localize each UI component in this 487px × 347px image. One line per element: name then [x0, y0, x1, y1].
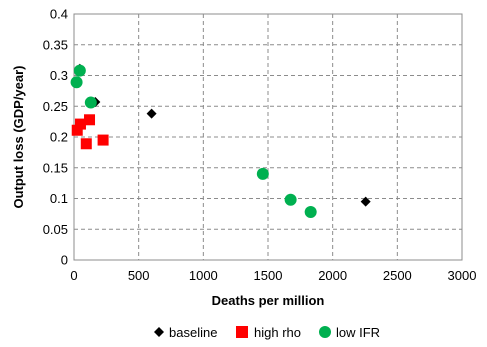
y-tick-label: 0.05 [43, 222, 68, 237]
point-high-rho [74, 118, 86, 130]
point-high-rho [71, 124, 83, 136]
point-baseline [360, 196, 371, 207]
point-baseline [146, 108, 157, 119]
legend-label-baseline: baseline [169, 325, 217, 340]
legend: baseline high rho low IFR [154, 325, 380, 340]
y-tick-label: 0.25 [43, 99, 68, 114]
y-tick-label: 0.1 [50, 191, 68, 206]
x-tick-label: 2000 [318, 268, 347, 283]
y-tick-label: 0.35 [43, 37, 68, 52]
legend-marker-high-rho [236, 326, 248, 338]
legend-marker-baseline [154, 327, 164, 337]
point-low-ifr [256, 167, 269, 180]
point-high-rho [84, 114, 96, 126]
legend-item-baseline: baseline [154, 325, 217, 340]
point-low-ifr [304, 206, 317, 219]
legend-item-low-ifr: low IFR [319, 325, 380, 340]
legend-marker-low-ifr [319, 326, 331, 338]
data-points [70, 63, 371, 219]
point-low-ifr [70, 76, 83, 89]
point-high-rho [97, 134, 109, 146]
x-tick-label: 2500 [383, 268, 412, 283]
point-high-rho [80, 138, 92, 150]
y-axis-label: Output loss (GDP/year) [11, 65, 26, 208]
x-axis-label: Deaths per million [212, 293, 325, 308]
point-low-ifr [84, 96, 97, 109]
legend-label-high-rho: high rho [254, 325, 301, 340]
y-tick-label: 0.3 [50, 68, 68, 83]
point-low-ifr [73, 64, 86, 77]
tick-labels: 0 0.05 0.1 0.15 0.2 0.25 0.3 0.35 0.4 0 500 1000 150… [43, 7, 477, 284]
y-tick-label: 0.15 [43, 160, 68, 175]
x-tick-label: 1500 [254, 268, 283, 283]
y-tick-label: 0.4 [50, 7, 68, 22]
point-low-ifr [284, 193, 297, 206]
grid [74, 14, 462, 260]
x-tick-label: 0 [70, 268, 77, 283]
x-tick-label: 1000 [189, 268, 218, 283]
legend-label-low-ifr: low IFR [336, 325, 380, 340]
y-tick-label: 0.2 [50, 130, 68, 145]
legend-item-high-rho: high rho [236, 325, 301, 340]
x-tick-label: 500 [128, 268, 150, 283]
x-tick-label: 3000 [448, 268, 477, 283]
plot-area [73, 13, 463, 261]
y-tick-label: 0 [61, 253, 68, 268]
